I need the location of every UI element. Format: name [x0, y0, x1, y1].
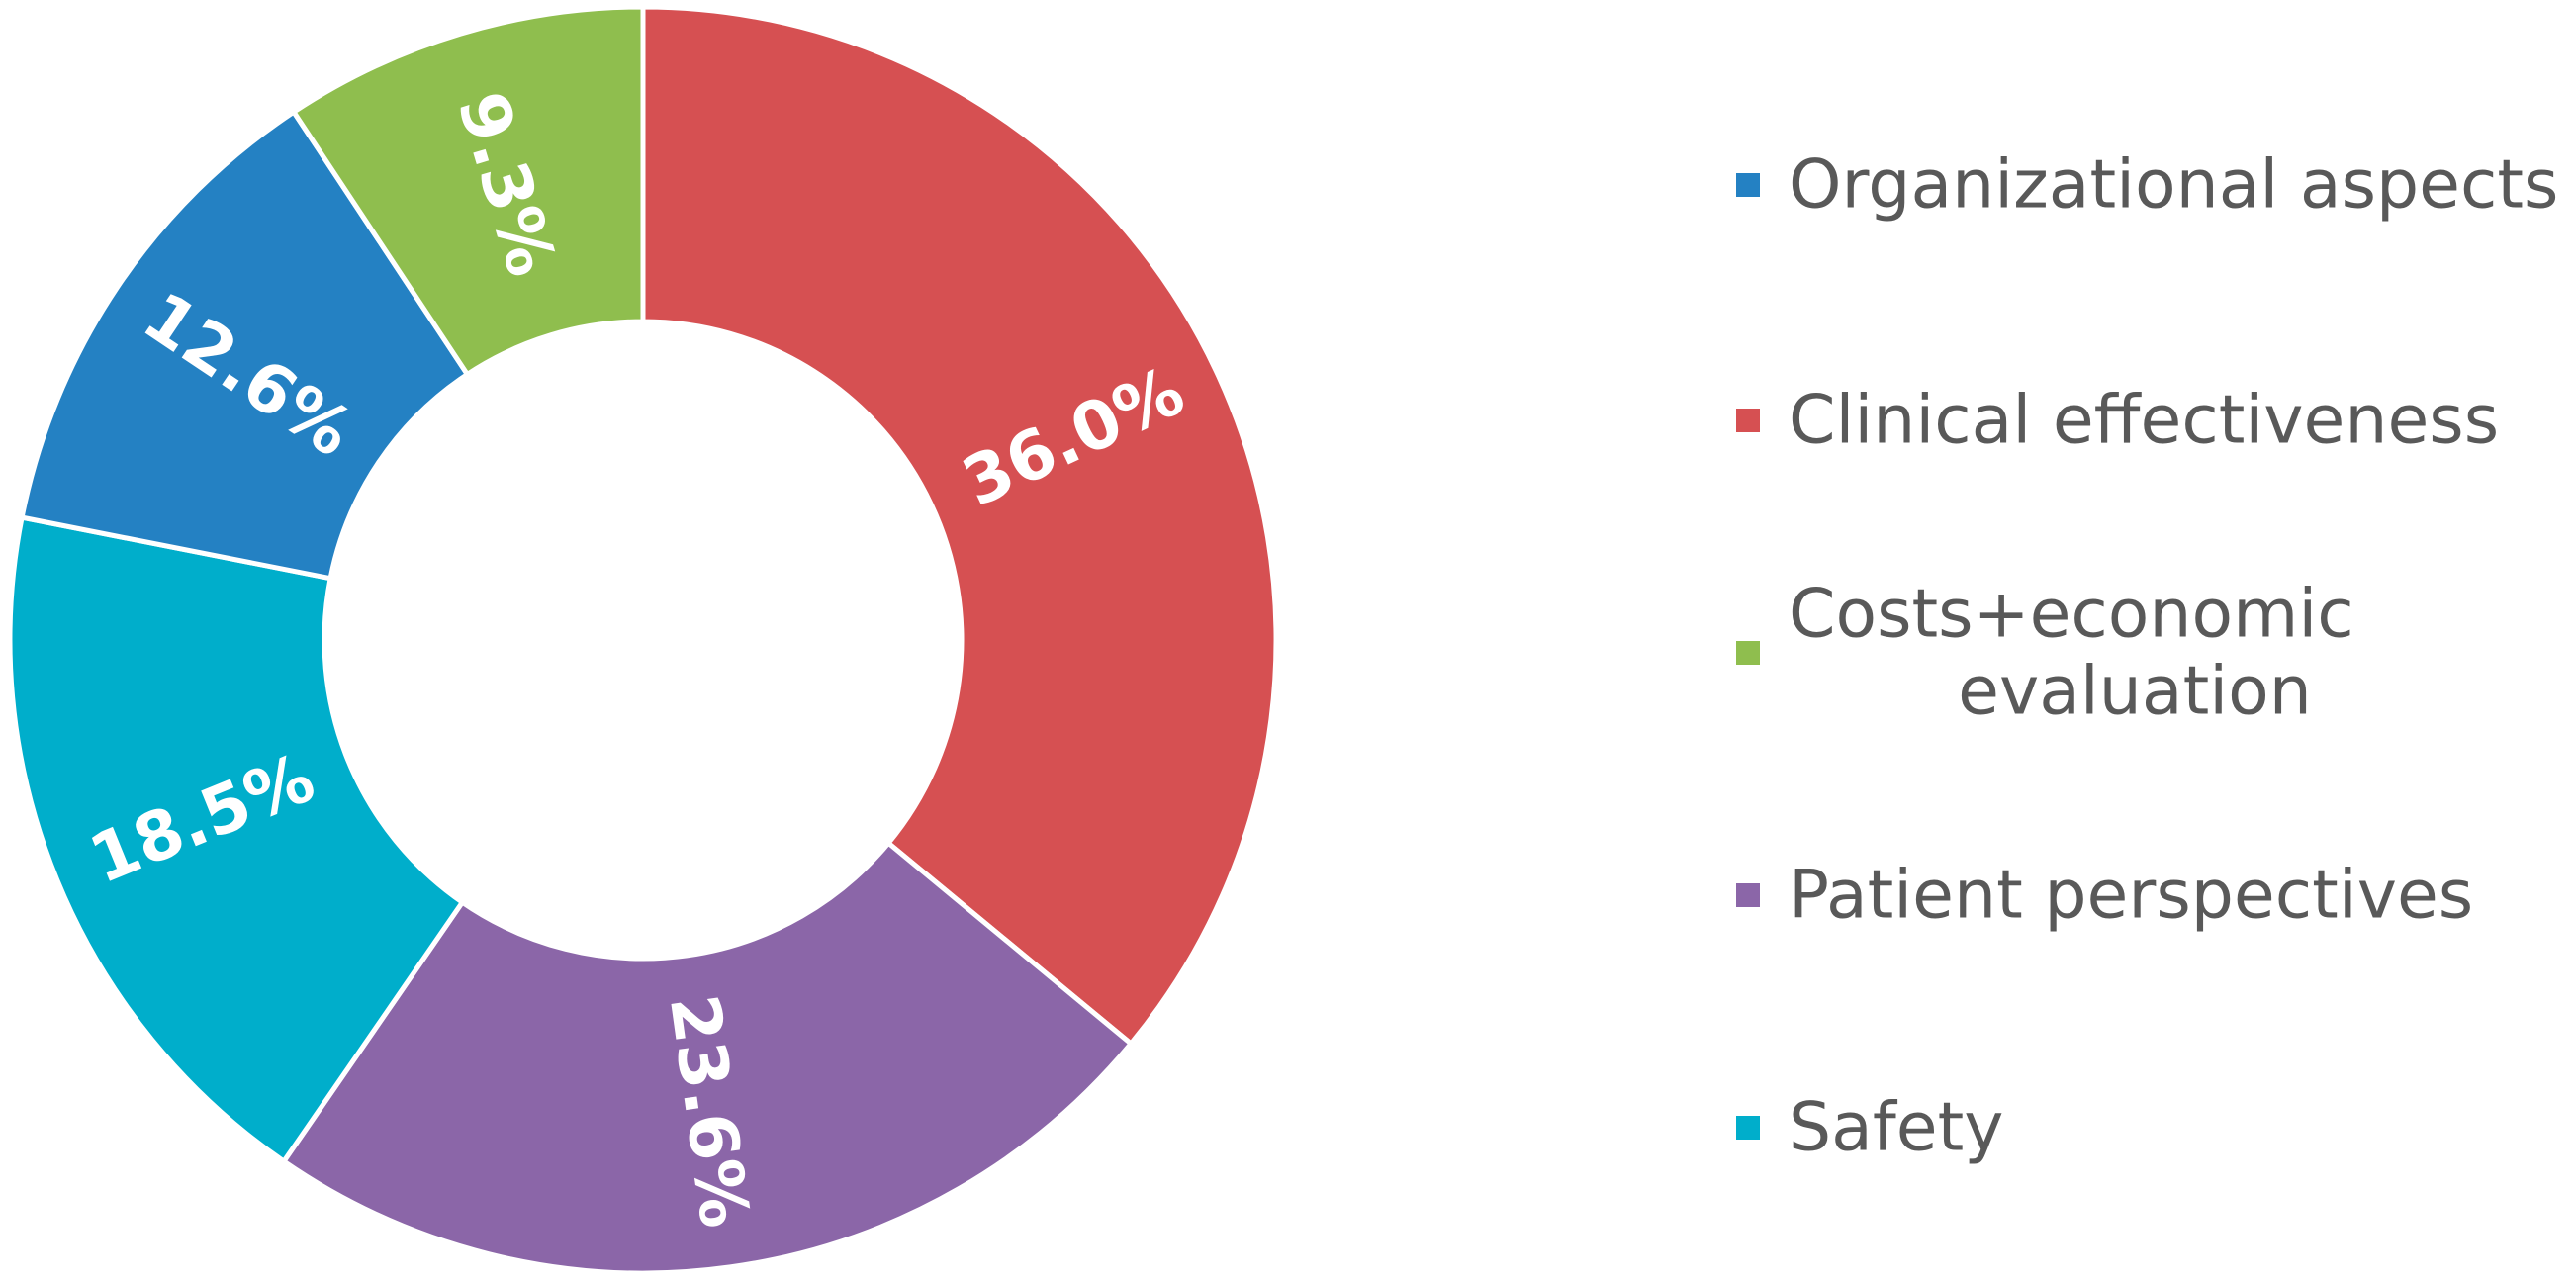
- legend-swatch: [1736, 883, 1760, 907]
- slice-safety: [7, 514, 466, 1165]
- legend-item-organizational-aspects: Organizational aspects: [1736, 146, 2558, 225]
- legend-item-clinical-effectiveness: Clinical effectiveness: [1736, 382, 2499, 460]
- slice-costs-economic-evaluation: [290, 4, 646, 378]
- legend-label: Costs+economic: [1789, 576, 2354, 654]
- legend-label: Organizational aspects: [1789, 146, 2558, 225]
- legend-item-safety: Safety: [1736, 1089, 2004, 1167]
- legend-item-patient-perspectives: Patient perspectives: [1736, 857, 2473, 935]
- legend-label: Patient perspectives: [1789, 857, 2473, 935]
- legend-swatch: [1736, 409, 1760, 432]
- chart-legend: Organizational aspects Clinical effective…: [1736, 146, 2558, 1167]
- legend-swatch: [1736, 173, 1760, 197]
- legend-label: evaluation: [1958, 653, 2312, 731]
- slice-organizational-aspects: [19, 108, 471, 582]
- slice-clinical-effectiveness: [640, 4, 1279, 1048]
- slice-patient-perspectives: [280, 839, 1135, 1276]
- donut-slices: [7, 4, 1279, 1276]
- legend-swatch: [1736, 641, 1760, 665]
- legend-label: Safety: [1789, 1089, 2004, 1167]
- legend-label: Clinical effectiveness: [1789, 382, 2499, 460]
- legend-swatch: [1736, 1116, 1760, 1140]
